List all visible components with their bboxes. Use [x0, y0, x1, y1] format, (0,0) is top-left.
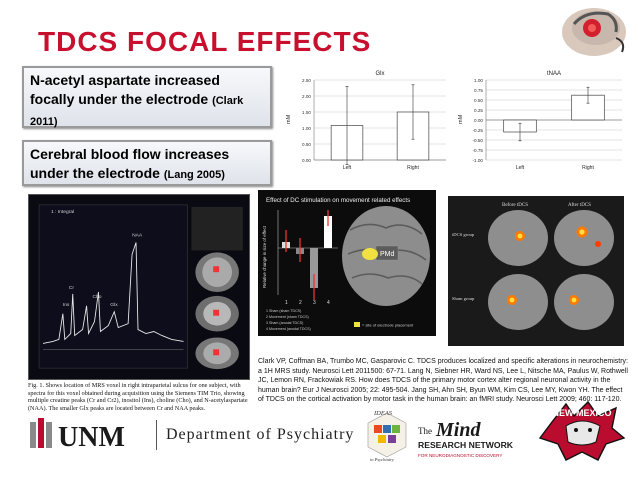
dc-xtick-1: 1	[285, 300, 288, 306]
mind-logo-the: The	[418, 426, 432, 436]
department-name: Department of Psychiatry	[166, 426, 355, 443]
mrs-figure-caption: Fig. 1. Shows location of MRS voxel in r…	[28, 382, 248, 412]
dc-stimulation-figure: Effect of DC stimulation on movement rel…	[258, 190, 436, 336]
references-text: Clark VP, Coffman BA, Trumbo MC, Gasparo…	[258, 358, 628, 404]
tnaa-bar-chart: tNAA mM 1.00 0.75 0.50 0.25 0.00 -0.25 -0.50 -0.7…	[452, 66, 628, 180]
chart-ytick-label: 1.00	[474, 78, 483, 83]
dc-region-label: PMd	[380, 251, 395, 258]
chart-ytick-label: 0.00	[474, 118, 483, 123]
chart-category-label: Left	[516, 165, 525, 171]
chart-title: tNAA	[547, 71, 561, 77]
chart-ytick-label: 1.00	[302, 126, 311, 131]
cbf-callout-cite: (Lang 2005)	[163, 169, 225, 181]
chart-ytick-label: 0.25	[474, 108, 483, 113]
footer-divider	[156, 420, 157, 450]
mind-logo-tagline: FOR NEURODIAGNOSTIC DISCOVERY	[418, 453, 502, 458]
dc-xtick-3: 3	[313, 300, 316, 306]
chart-ytick-label: -1.00	[473, 158, 484, 163]
mrs-label-ins: Ins	[63, 302, 70, 308]
chart-ylabel: mM	[458, 114, 464, 124]
mind-logo-word: Mind	[435, 419, 481, 441]
dc-xtick-4: 4	[327, 300, 330, 306]
chart-ytick-label: -0.25	[473, 128, 484, 133]
ideas-logo-top: IDEAS	[373, 410, 393, 417]
dc-legend-4: 4 Movement (anodal TDCS)	[266, 327, 311, 331]
dc-xtick-2: 2	[299, 300, 302, 306]
naa-callout-text: N-acetyl aspartate increased focally und…	[30, 72, 220, 107]
mrs-label-cr: Cr	[69, 285, 75, 291]
unm-logo-text: UNM	[58, 422, 125, 453]
fmri-row-tdcs: tDCS group	[452, 232, 475, 237]
mrs-label-glx: Glx	[110, 302, 118, 308]
cbf-callout-text: Cerebral blood flow increases under the …	[30, 146, 230, 181]
naa-callout: N-acetyl aspartate increased focally und…	[22, 66, 272, 128]
chart-title: Glx	[376, 71, 385, 77]
chart-ytick-label: -0.75	[473, 148, 484, 153]
mind-logo-network: RESEARCH NETWORK	[418, 440, 514, 450]
fmri-activation-figure: Before tDCS After tDCS tDCS group Sham g…	[448, 196, 624, 346]
new-mexico-lobos-logo: NEW MEXICO	[538, 400, 626, 461]
dc-legend-1: 1 Sham (sham TDCS)	[266, 309, 301, 313]
ideas-logo-bottom: in Psychiatry	[370, 457, 394, 462]
chart-ytick-label: 2.00	[302, 94, 311, 99]
head-brain-image	[562, 8, 626, 56]
chart-ytick-label: 1.50	[302, 110, 311, 115]
mrs-label-integral: 1 : Integral	[51, 209, 74, 215]
fmri-col-before: Before tDCS	[502, 203, 528, 208]
chart-ytick-label: 0.50	[474, 98, 483, 103]
dc-electrode-note: = site of electrode placement	[362, 323, 414, 328]
chart-ylabel: mM	[286, 114, 292, 124]
chart-ytick-label: 0.50	[302, 142, 311, 147]
mrs-label-naa: NAA	[132, 233, 143, 239]
ideas-in-psychiatry-logo: IDEAS in Psychiatry	[367, 410, 407, 462]
unm-logo: UNM	[30, 418, 125, 453]
glx-bar-chart: Glx mM 2.50 2.00 1.50 1.00 0.50 0.00 Left Right	[280, 66, 452, 180]
dc-legend-2: 2 Movement (sham TDCS)	[266, 315, 309, 319]
dc-figure-ylabel: Relative change in size of effect	[262, 225, 267, 288]
chart-ytick-label: -0.50	[473, 138, 484, 143]
slide-title: TDCS FOCAL EFFECTS	[38, 26, 372, 57]
naa-callout-cite: (Clark 2011)	[30, 95, 244, 128]
fmri-row-sham: Sham group	[452, 296, 475, 301]
new-mexico-text: NEW MEXICO	[552, 408, 611, 418]
fmri-col-after: After tDCS	[568, 203, 591, 208]
dc-figure-title: Effect of DC stimulation on movement rel…	[266, 197, 410, 204]
mrs-label-cho: Cho	[93, 294, 102, 300]
chart-category-label: Right	[407, 165, 419, 171]
mind-research-network-logo: The Mind RESEARCH NETWORK FOR NEURODIAGN…	[418, 419, 514, 458]
chart-ytick-label: 0.00	[302, 158, 311, 163]
dc-legend-3: 3 Sham (anodal TDCS)	[266, 321, 303, 325]
cbf-callout: Cerebral blood flow increases under the …	[22, 140, 272, 186]
mrs-spectrum-figure: 1 : Integral NAA Cr Cho Ins Glx	[28, 194, 250, 380]
chart-category-label: Left	[343, 165, 352, 171]
chart-category-label: Right	[582, 165, 594, 171]
chart-ytick-label: 0.75	[474, 88, 483, 93]
chart-ytick-label: 2.50	[302, 78, 311, 83]
